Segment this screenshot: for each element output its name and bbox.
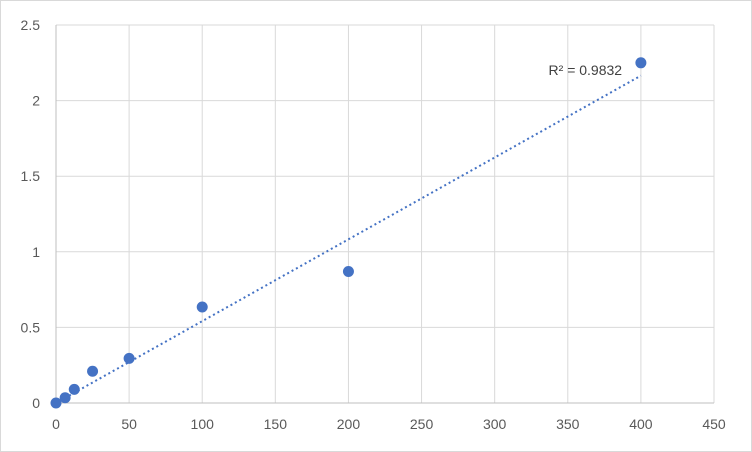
trendline-layer — [55, 74, 642, 404]
x-tick-label-3: 150 — [264, 416, 288, 432]
x-tick-label-1: 50 — [121, 416, 137, 432]
y-tick-label-1: 0.5 — [21, 319, 41, 335]
y-tick-label-3: 1.5 — [21, 168, 41, 184]
tick-label-layer: 0 50 100 150 200 250 300 350 400 450 0 0.5 1 1.5 2 2.5 — [21, 17, 726, 432]
x-tick-label-8: 400 — [629, 416, 653, 432]
x-tick-label-5: 250 — [410, 416, 434, 432]
data-point-0-0 — [50, 397, 62, 409]
x-tick-label-7: 350 — [556, 416, 580, 432]
axis-layer — [55, 25, 714, 404]
x-tick-label-0: 0 — [52, 416, 60, 432]
data-point-layer — [50, 57, 647, 409]
y-tick-label-4: 2 — [32, 93, 40, 109]
x-tick-label-6: 300 — [483, 416, 507, 432]
x-tick-label-2: 100 — [191, 416, 215, 432]
data-point-0-2 — [68, 383, 80, 395]
data-point-0-3 — [87, 365, 99, 377]
r-squared-annotation: R² = 0.9832 — [549, 62, 623, 78]
x-tick-label-4: 200 — [337, 416, 361, 432]
data-point-0-7 — [635, 57, 647, 69]
annotation-layer: R² = 0.9832 — [549, 62, 623, 78]
data-point-0-6 — [342, 265, 354, 277]
linear-trendline — [55, 74, 642, 404]
y-tick-label-2: 1 — [32, 244, 40, 260]
data-point-0-1 — [59, 392, 71, 404]
y-tick-label-5: 2.5 — [21, 17, 41, 33]
data-point-0-5 — [196, 301, 208, 313]
data-point-0-4 — [123, 352, 135, 364]
y-tick-label-0: 0 — [32, 395, 40, 411]
grid-layer — [56, 24, 715, 403]
x-tick-label-9: 450 — [702, 416, 726, 432]
